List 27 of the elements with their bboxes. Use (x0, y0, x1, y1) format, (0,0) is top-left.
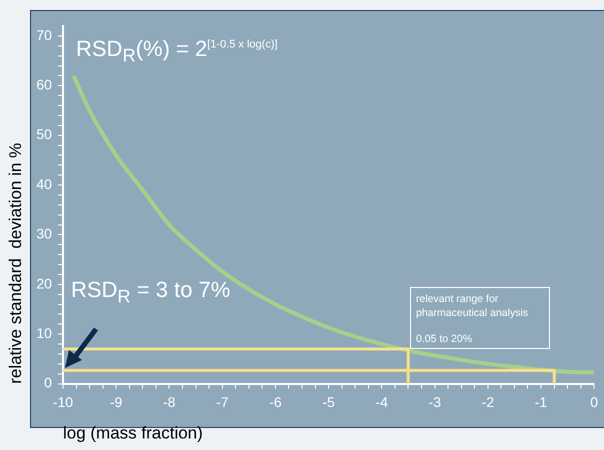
x-tick-label: -5 (322, 394, 335, 410)
x-tick-label: -6 (269, 394, 282, 410)
y-tick-label: 10 (36, 324, 52, 341)
annotation: relevant range for pharmaceutical analysis (416, 292, 530, 320)
x-tick-label: -8 (162, 394, 176, 410)
y-axis-title: relative standard deviation in % (6, 142, 25, 384)
x-tick-label: -4 (375, 394, 388, 410)
x-tick-label: -2 (482, 394, 494, 410)
annotation: RSD$_{R}$ = 3 to 7% (70, 276, 230, 308)
x-tick-label: -9 (110, 394, 123, 410)
x-tick-label: -7 (216, 394, 229, 410)
line-series (72, 74, 594, 374)
x-axis-title: log (mass fraction) (62, 423, 203, 442)
y-tick-label: 0 (44, 374, 52, 391)
annotation: RSD$_{R}$(%) = 2$^{[1-0.5 x log(c)]}$ (76, 36, 278, 66)
y-tick-label: 30 (36, 226, 52, 242)
y-tick-label: 70 (36, 26, 52, 43)
annotation: 0.05 to 20% (416, 332, 474, 346)
y-tick-label: 60 (36, 76, 52, 92)
y-tick-label: 50 (36, 126, 52, 142)
x-tick-label: 0 (590, 394, 598, 410)
y-tick-label: 20 (36, 275, 52, 292)
note-box: relevant range for pharmaceutical analysis 0.05 to 20% (410, 287, 550, 349)
x-tick-label: -3 (428, 394, 442, 410)
x-tick-label: -10 (52, 394, 74, 410)
x-tick-label: -1 (534, 394, 548, 410)
y-tick-label: 40 (36, 176, 52, 192)
